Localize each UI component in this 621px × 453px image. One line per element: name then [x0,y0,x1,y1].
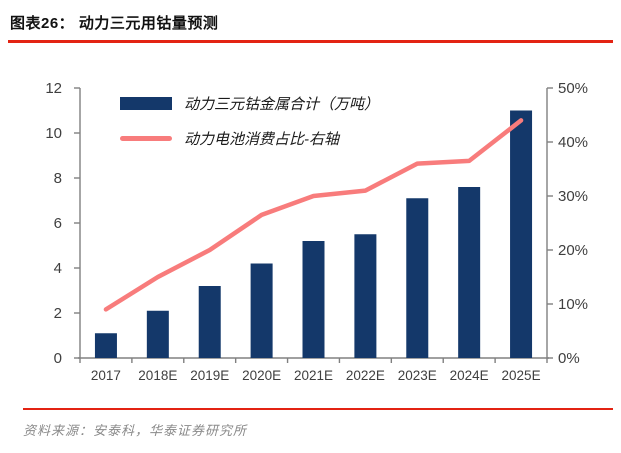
bar-2022E [354,234,377,358]
y-axis-right-tick-label: 40% [558,134,588,151]
x-axis-category-label: 2017 [91,368,121,383]
figure-title: 图表26： 动力三元用钴量预测 [10,15,219,32]
y-axis-left-tick-label: 10 [45,125,62,142]
bar-2021E [302,241,325,358]
bar-2017 [94,333,117,358]
y-axis-left-tick-label: 4 [54,260,62,277]
chart-legend: 动力三元钴金属合计（万吨） 动力电池消费占比-右轴 [120,93,379,149]
bar-2019E [198,286,221,358]
y-axis-right-tick-label: 30% [558,188,588,205]
bar-2024E [458,187,481,358]
footer-rule [23,408,613,410]
legend-label-line-series: 动力电池消费占比-右轴 [184,131,339,148]
y-axis-right-tick-label: 20% [558,242,588,259]
y-axis-right-tick-label: 50% [558,80,588,97]
x-axis-category-label: 2025E [502,368,541,383]
y-axis-left-tick-label: 6 [54,215,62,232]
bar-2018E [146,310,169,358]
bar-series-swatch [120,97,172,110]
x-axis-category-label: 2024E [450,368,489,383]
x-axis-category-label: 2019E [190,368,229,383]
bar-2020E [250,263,273,358]
legend-item-line-series: 动力电池消费占比-右轴 [120,128,379,149]
x-axis-category-label: 2020E [242,368,281,383]
y-axis-right-tick-label: 0% [558,350,580,367]
y-axis-left-tick-label: 2 [54,305,62,322]
legend-item-bar-series: 动力三元钴金属合计（万吨） [120,93,379,114]
x-axis-category-label: 2018E [138,368,177,383]
x-axis-category-label: 2021E [294,368,333,383]
line-series-path [103,118,524,312]
y-axis-left-tick-label: 0 [54,350,62,367]
y-axis-left-tick-label: 12 [45,80,62,97]
legend-label-bar-series: 动力三元钴金属合计（万吨） [184,96,380,113]
title-underline [8,40,613,43]
x-axis-category-label: 2022E [346,368,385,383]
y-axis-left-tick-label: 8 [54,170,62,187]
bar-2023E [406,198,429,358]
y-axis-right-tick-label: 10% [558,296,588,313]
source-note: 资料来源：安泰科，华泰证券研究所 [23,423,248,438]
line-series-swatch [120,136,172,141]
x-axis-category-label: 2023E [398,368,437,383]
bar-2025E [510,110,533,358]
